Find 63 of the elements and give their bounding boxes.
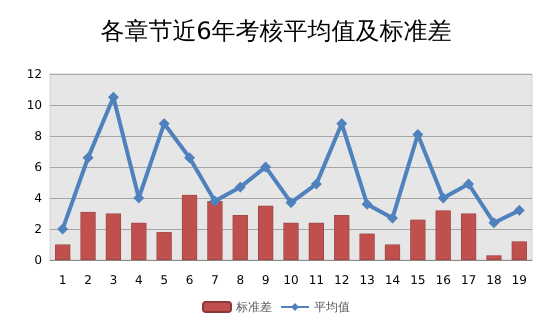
bar bbox=[512, 241, 527, 260]
bar bbox=[334, 215, 350, 260]
y-tick-label: 10 bbox=[26, 98, 42, 112]
bar bbox=[384, 244, 400, 260]
legend-label: 平均值 bbox=[314, 300, 350, 314]
bar bbox=[106, 214, 122, 260]
y-tick-label: 0 bbox=[34, 253, 42, 267]
x-tick-label: 12 bbox=[334, 273, 350, 287]
bar bbox=[232, 215, 248, 260]
x-tick-label: 16 bbox=[436, 273, 451, 287]
point bbox=[82, 152, 94, 164]
x-tick-label: 14 bbox=[384, 273, 400, 287]
bar bbox=[436, 210, 451, 260]
point bbox=[438, 192, 449, 204]
point bbox=[310, 178, 322, 190]
x-tick-label: 13 bbox=[359, 273, 375, 287]
point bbox=[463, 178, 474, 190]
y-tick-label: 12 bbox=[26, 67, 42, 81]
bar bbox=[283, 222, 299, 260]
bar bbox=[410, 220, 426, 260]
chart-title: 各章节近6年考核平均值及标准差 bbox=[100, 17, 452, 45]
bar bbox=[308, 222, 324, 260]
x-tick-label: 15 bbox=[410, 273, 426, 287]
bar bbox=[486, 255, 502, 260]
y-tick-label: 2 bbox=[34, 222, 42, 236]
bar bbox=[460, 214, 476, 260]
bar bbox=[55, 244, 70, 260]
x-tick-label: 7 bbox=[211, 273, 219, 287]
x-tick-label: 19 bbox=[512, 273, 527, 287]
x-tick-label: 9 bbox=[262, 273, 270, 287]
point bbox=[234, 182, 246, 193]
bar bbox=[182, 194, 198, 260]
point bbox=[260, 162, 272, 172]
x-tick-label: 6 bbox=[186, 273, 194, 287]
x-tick-label: 10 bbox=[283, 273, 299, 287]
point bbox=[362, 198, 373, 210]
x-tick-label: 2 bbox=[84, 273, 92, 287]
x-tick-label: 1 bbox=[58, 273, 67, 287]
x-tick-label: 11 bbox=[308, 273, 324, 287]
point bbox=[57, 224, 68, 234]
x-tick-label: 3 bbox=[110, 273, 118, 287]
x-tick-label: 4 bbox=[134, 273, 143, 287]
bar bbox=[207, 201, 223, 260]
bar bbox=[156, 232, 172, 260]
y-tick-label: 4 bbox=[34, 191, 42, 205]
x-tick-label: 18 bbox=[486, 273, 502, 287]
point bbox=[184, 152, 196, 164]
point bbox=[209, 196, 220, 207]
x-tick-label: 8 bbox=[236, 273, 244, 287]
y-tick-label: 6 bbox=[34, 160, 42, 174]
y-tick-label: 8 bbox=[34, 129, 42, 143]
point bbox=[158, 118, 170, 130]
x-tick-label: 17 bbox=[460, 273, 476, 287]
point bbox=[488, 217, 500, 228]
bar bbox=[359, 234, 375, 260]
point bbox=[514, 204, 525, 216]
point bbox=[286, 197, 296, 208]
bar bbox=[80, 212, 96, 260]
x-tick-label: 5 bbox=[160, 273, 168, 287]
bar bbox=[258, 206, 274, 260]
point bbox=[386, 212, 398, 224]
legend-label: 标准差 bbox=[235, 300, 272, 314]
bar bbox=[131, 222, 146, 260]
